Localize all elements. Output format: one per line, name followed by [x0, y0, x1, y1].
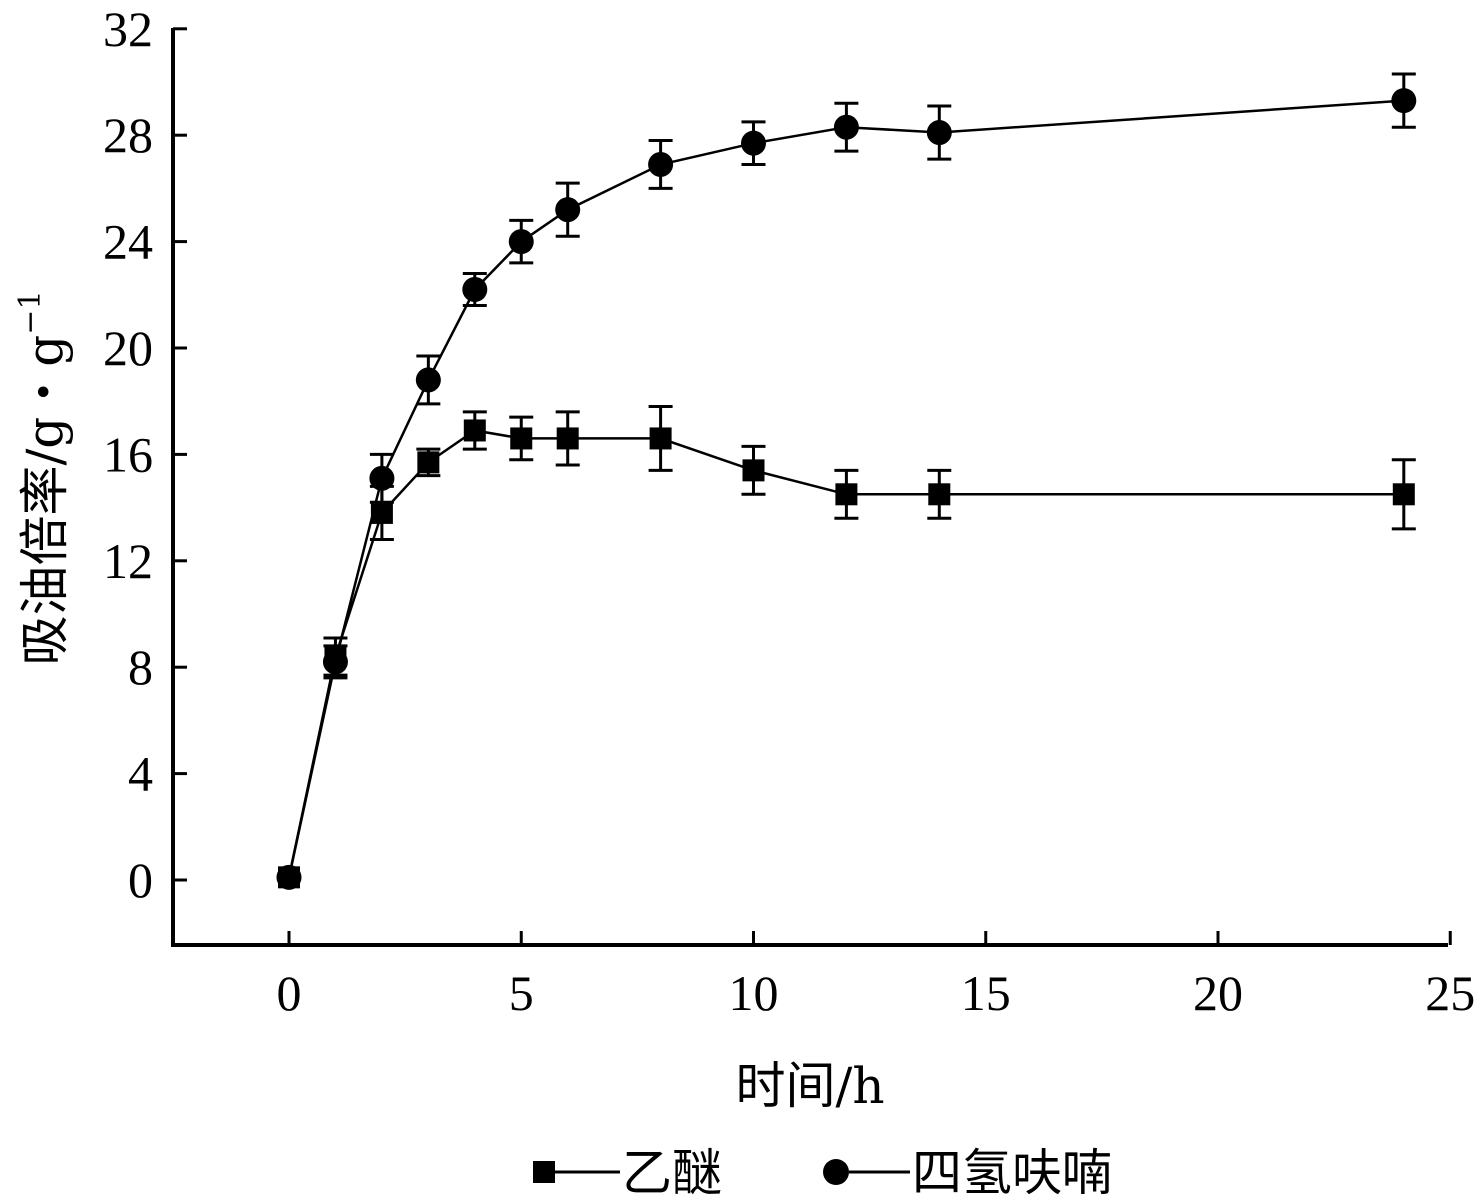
x-tick-label: 10	[729, 965, 779, 1021]
data-point-circle	[415, 367, 441, 393]
y-axis-title-superscript: −1	[13, 290, 48, 334]
data-point-square	[463, 419, 486, 442]
y-axis-title-main: 吸油倍率/g・g	[16, 335, 74, 666]
x-axis-ticks: 0 5 10 15 20 25	[277, 931, 1474, 1021]
series-thf	[276, 72, 1417, 890]
data-point-circle	[1391, 88, 1417, 114]
x-tick-label: 5	[509, 965, 534, 1021]
series-ether	[278, 405, 1416, 889]
data-point-circle	[462, 276, 488, 302]
y-tick-label: 16	[103, 426, 153, 482]
data-point-circle	[555, 197, 581, 223]
data-point-circle	[648, 151, 674, 177]
legend-circle-marker	[823, 1159, 849, 1185]
legend-label-ether: 乙醚	[622, 1144, 722, 1202]
y-tick-label: 28	[103, 107, 153, 163]
data-point-square	[370, 501, 393, 524]
y-tick-label: 24	[103, 214, 153, 270]
x-tick-label: 15	[961, 965, 1011, 1021]
x-tick-label: 25	[1425, 965, 1474, 1021]
y-tick-label: 4	[128, 746, 153, 802]
data-point-square	[835, 483, 858, 506]
data-point-circle	[741, 130, 766, 156]
y-tick-label: 8	[128, 639, 153, 695]
legend-label-thf: 四氢呋喃	[912, 1144, 1112, 1202]
data-point-circle	[833, 114, 859, 140]
axes	[171, 28, 1448, 947]
y-tick-label: 12	[103, 533, 153, 589]
data-point-circle	[322, 649, 348, 675]
legend-item-ether: 乙醚	[533, 1144, 722, 1202]
data-point-square	[510, 427, 533, 450]
series-layer	[276, 72, 1417, 890]
y-tick-label: 32	[103, 1, 153, 57]
legend: 乙醚 四氢呋喃	[533, 1144, 1112, 1202]
data-point-square	[742, 459, 765, 482]
data-point-square	[1392, 483, 1415, 506]
x-tick-label: 0	[277, 965, 302, 1021]
data-point-square	[417, 451, 440, 474]
data-point-square	[556, 427, 579, 450]
data-point-circle	[508, 229, 534, 255]
series-line	[287, 99, 1404, 878]
legend-square-marker	[533, 1161, 555, 1183]
data-point-circle	[369, 465, 395, 491]
y-axis-ticks: 0 4 8 12 16 20 24 28 32	[103, 1, 187, 908]
y-axis-title: 吸油倍率/g・g−1	[13, 290, 74, 665]
y-tick-label: 20	[103, 320, 153, 376]
y-tick-label: 0	[128, 852, 153, 908]
data-point-square	[928, 483, 951, 506]
x-axis-title: 时间/h	[735, 1057, 884, 1115]
data-point-circle	[926, 120, 952, 146]
data-point-square	[649, 427, 672, 450]
x-tick-label: 20	[1193, 965, 1243, 1021]
series-line	[287, 429, 1404, 878]
data-point-circle	[276, 864, 302, 890]
legend-item-thf: 四氢呋喃	[823, 1144, 1112, 1202]
